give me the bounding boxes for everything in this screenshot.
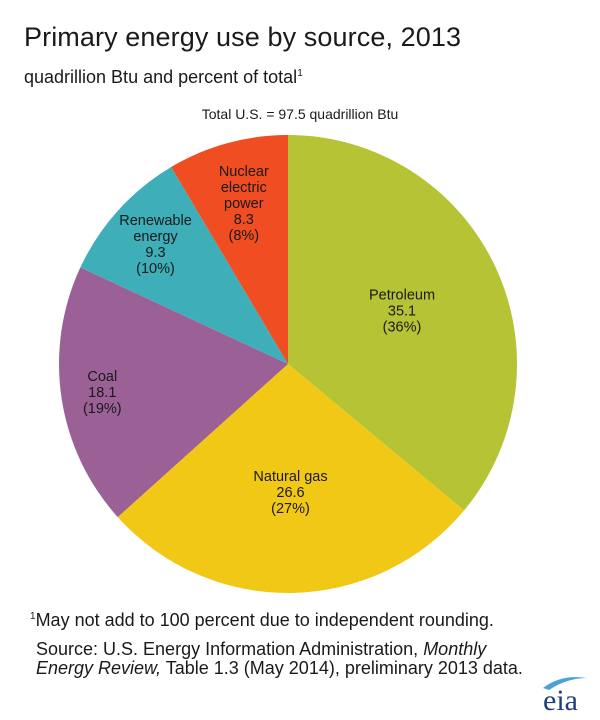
slice-label-nuclear-electric-power: Nuclear electric power 8.3 (8%) [219, 164, 269, 244]
pie-slice-renewable-energy [80, 167, 289, 364]
source-suffix: Table 1.3 (May 2014), preliminary 2013 d… [161, 658, 523, 678]
footnote-text: May not add to 100 percent due to indepe… [35, 610, 494, 630]
source-note: Source: U.S. Energy Information Administ… [36, 640, 536, 678]
logo-swoosh [543, 677, 587, 690]
eia-logo: eia [543, 677, 587, 716]
logo-text: eia [543, 684, 578, 716]
source-prefix: Source: U.S. Energy Information Administ… [36, 639, 424, 659]
pie-slice-nuclear-electric-power [171, 135, 288, 364]
subtitle-text: quadrillion Btu and percent of total [24, 67, 298, 87]
pie-slice-coal [59, 267, 288, 518]
pie-slice-natural-gas [117, 364, 465, 593]
footnote: 1May not add to 100 percent due to indep… [30, 610, 494, 631]
source-publication: Monthly Energy Review, [36, 639, 487, 678]
subtitle-footnote-marker: 1 [297, 68, 303, 79]
total-label: Total U.S. = 97.5 quadrillion Btu [201, 106, 399, 122]
footnote-marker: 1 [30, 611, 36, 622]
slice-label-natural-gas: Natural gas 26.6 (27%) [253, 469, 327, 517]
pie-slice-petroleum [288, 135, 518, 511]
slice-label-coal: Coal 18.1 (19%) [83, 369, 122, 417]
chart-subtitle: quadrillion Btu and percent of total1 [24, 67, 303, 88]
slice-label-petroleum: Petroleum 35.1 (36%) [369, 288, 435, 336]
slice-label-renewable-energy: Renewable energy 9.3 (10%) [119, 213, 192, 277]
chart-title: Primary energy use by source, 2013 [24, 22, 462, 52]
